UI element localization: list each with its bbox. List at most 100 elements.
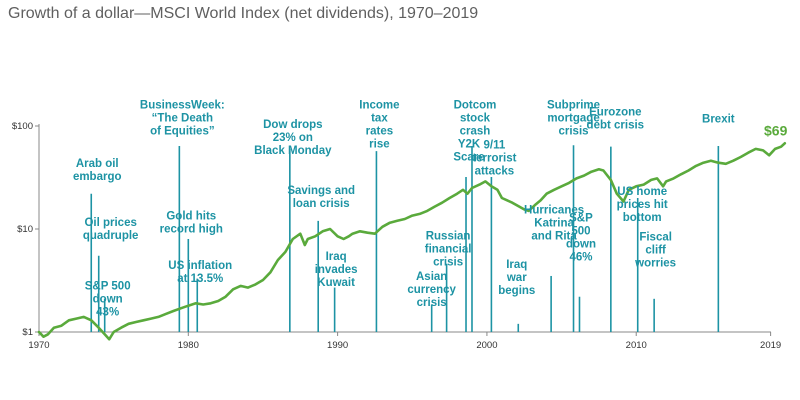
annotation-line: financial bbox=[425, 244, 472, 256]
annotation-line: crisis bbox=[433, 257, 463, 269]
annotation-line: rates bbox=[366, 125, 394, 137]
annotation-line: prices hit bbox=[617, 199, 668, 211]
x-tick-label: 1970 bbox=[28, 340, 49, 351]
annotation-line: quadruple bbox=[83, 230, 139, 242]
annotation-line: BusinessWeek: bbox=[140, 99, 225, 111]
annotation-line: 9/11 bbox=[484, 140, 506, 152]
annotation-line: Oil prices bbox=[84, 217, 136, 229]
event-annotation: US home prices hit bottom bbox=[617, 186, 668, 224]
y-tick-label: $10 bbox=[17, 224, 33, 235]
event-annotation: Subprime mortgage crisis bbox=[547, 99, 600, 137]
annotation-line: begins bbox=[498, 285, 535, 297]
annotation-line: Iraq bbox=[326, 251, 347, 263]
annotation-line: “The Death bbox=[152, 112, 213, 124]
x-tick-label: 1980 bbox=[178, 340, 199, 351]
annotation-line: Iraq bbox=[506, 259, 527, 271]
annotation-line: Kuwait bbox=[317, 277, 355, 289]
annotation-line: Katrina bbox=[534, 218, 574, 230]
event-annotation: Iraq war begins bbox=[498, 259, 535, 297]
annotation-line: debt crisis bbox=[587, 120, 645, 132]
annotation-line: Gold hits bbox=[166, 211, 216, 223]
event-annotation: Oil prices quadruple bbox=[83, 217, 139, 242]
annotation-line: of Equities” bbox=[150, 125, 215, 137]
annotation-line: invades bbox=[315, 264, 358, 276]
annotation-line: war bbox=[506, 272, 527, 284]
annotation-line: Fiscal bbox=[639, 232, 672, 244]
event-annotation: US inflation at 13.5% bbox=[168, 260, 232, 285]
y-tick-label: $1 bbox=[22, 327, 33, 338]
annotation-line: Savings and bbox=[287, 185, 355, 197]
annotation-line: down bbox=[93, 293, 123, 305]
event-annotation: Y2K Scare bbox=[453, 139, 484, 164]
annotation-line: and Rita bbox=[531, 231, 577, 243]
annotation-line: Eurozone bbox=[589, 107, 641, 119]
annotation-line: S&P 500 bbox=[85, 280, 131, 292]
annotation-line: Dow drops bbox=[263, 119, 322, 131]
annotation-line: loan crisis bbox=[293, 198, 350, 210]
annotation-line: bottom bbox=[623, 212, 662, 224]
annotation-line: US home bbox=[617, 186, 667, 198]
annotation-line: US inflation bbox=[168, 260, 232, 272]
annotation-line: Subprime bbox=[547, 99, 600, 111]
annotation-line: crash bbox=[460, 125, 491, 137]
event-annotation: Russian financial crisis bbox=[425, 231, 472, 269]
annotation-line: at 13.5% bbox=[177, 273, 223, 285]
event-annotation: S&P 500 down 46% bbox=[566, 213, 596, 264]
x-tick-label: 1990 bbox=[327, 340, 348, 351]
event-annotation: Income tax rates rise bbox=[359, 99, 399, 150]
annotation-line: Arab oil bbox=[76, 158, 119, 170]
annotation-line: cliff bbox=[645, 245, 666, 257]
annotation-line: stock bbox=[460, 112, 491, 124]
event-annotation: Dow drops 23% on Black Monday bbox=[254, 119, 332, 157]
annotation-line: 23% on bbox=[273, 132, 313, 144]
annotation-labels: Arab oil embargo Oil prices quadruple S&P 50… bbox=[73, 99, 735, 318]
x-tick-label: 2000 bbox=[476, 340, 497, 351]
chart-title: Growth of a dollar—MSCI World Index (net… bbox=[8, 5, 479, 22]
series-layer: $69 bbox=[37, 122, 788, 341]
annotation-line: down bbox=[566, 239, 596, 251]
annotation-line: Scare bbox=[453, 152, 484, 164]
annotation-line: Brexit bbox=[702, 114, 735, 126]
end-value-label: $69 bbox=[764, 122, 788, 138]
event-annotation: Eurozone debt crisis bbox=[587, 107, 645, 132]
event-lines bbox=[90, 145, 720, 332]
event-annotation: S&P 500 down 43% bbox=[85, 280, 131, 318]
series-line bbox=[37, 142, 787, 341]
annotation-line: Dotcom bbox=[454, 99, 497, 111]
annotation-line: S&P bbox=[569, 213, 593, 225]
y-tick-label: $100 bbox=[12, 121, 33, 132]
event-annotation: Iraq invades Kuwait bbox=[315, 251, 358, 289]
event-annotation: BusinessWeek: “The Death of Equities” bbox=[140, 99, 225, 137]
annotation-line: 46% bbox=[569, 252, 592, 264]
event-annotation: Dotcom stock crash bbox=[454, 99, 497, 137]
x-tick-label: 2019 bbox=[760, 340, 781, 351]
annotation-line: crisis bbox=[417, 297, 447, 309]
event-annotation: Brexit bbox=[702, 114, 735, 126]
annotation-line: Hurricanes bbox=[524, 205, 584, 217]
x-tick-label: 2010 bbox=[626, 340, 647, 351]
annotation-line: record high bbox=[160, 224, 223, 236]
event-annotation: Fiscal cliff worries bbox=[634, 232, 676, 270]
event-annotation: Asian currency crisis bbox=[407, 271, 456, 309]
annotation-line: tax bbox=[371, 112, 388, 124]
annotation-line: rise bbox=[369, 138, 389, 150]
annotation-line: Income bbox=[359, 99, 399, 111]
chart-axes: $1 $10 $100 1970 1980 1990 2000 2010 2019 bbox=[12, 121, 781, 351]
annotation-line: Y2K bbox=[458, 139, 481, 151]
annotation-line: attacks bbox=[475, 166, 515, 178]
annotation-line: mortgage bbox=[547, 112, 599, 124]
annotation-line: Russian bbox=[426, 231, 471, 243]
event-annotation: Gold hits record high bbox=[160, 211, 223, 236]
annotation-line: terrorist bbox=[472, 153, 516, 165]
annotation-line: currency bbox=[407, 284, 456, 296]
annotation-line: Black Monday bbox=[254, 145, 332, 157]
event-annotation: Hurricanes Katrina and Rita bbox=[524, 205, 584, 243]
annotation-line: worries bbox=[634, 258, 676, 270]
event-annotation: Arab oil embargo bbox=[73, 158, 122, 183]
annotation-line: embargo bbox=[73, 171, 122, 183]
annotation-line: crisis bbox=[558, 125, 588, 137]
annotation-line: 43% bbox=[96, 306, 119, 318]
event-annotation: Savings and loan crisis bbox=[287, 185, 355, 210]
annotation-line: Asian bbox=[416, 271, 447, 283]
